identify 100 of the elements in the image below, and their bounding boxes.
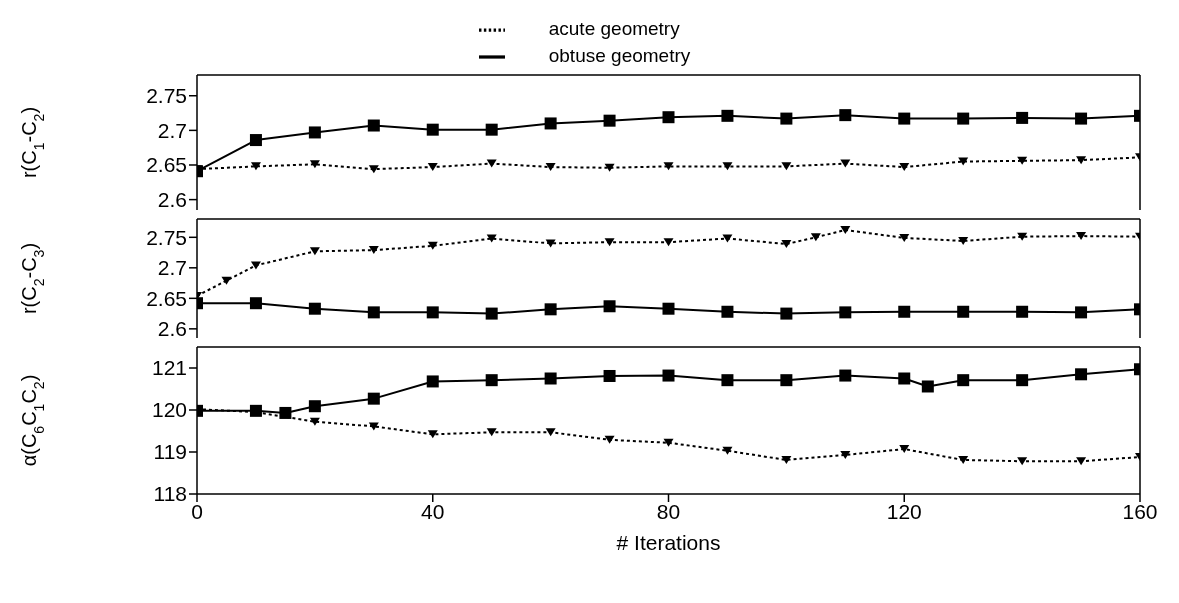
point [250, 261, 261, 270]
x-tick-label: 160 [1122, 499, 1158, 523]
point [427, 241, 438, 250]
point [957, 305, 970, 318]
y-tick-label: 2.65 [146, 286, 187, 310]
point [662, 302, 675, 315]
point [485, 123, 498, 136]
point [958, 455, 969, 464]
point [781, 240, 792, 249]
point [1075, 112, 1088, 125]
point [603, 114, 616, 127]
point [1075, 306, 1088, 319]
point [545, 163, 556, 172]
point [485, 374, 498, 387]
point [1076, 232, 1087, 241]
point [662, 111, 675, 124]
point [780, 112, 793, 125]
point [721, 374, 734, 387]
point [367, 306, 380, 319]
y-tick-label: 2.65 [146, 153, 187, 177]
point [810, 233, 821, 242]
point [721, 109, 734, 122]
point [308, 302, 321, 315]
point [898, 372, 911, 385]
point [309, 160, 320, 169]
x-tick-label: 120 [886, 499, 922, 523]
point [957, 112, 970, 125]
point [840, 450, 851, 459]
point [545, 239, 556, 248]
point [899, 163, 910, 172]
point [722, 446, 733, 455]
y-tick-label: 119 [153, 440, 187, 464]
point [367, 392, 380, 405]
point [544, 303, 557, 316]
y-tick-label: 2.7 [157, 256, 187, 280]
point [368, 422, 379, 431]
point [544, 117, 557, 130]
point [663, 438, 674, 447]
point [1076, 156, 1087, 165]
point [662, 369, 675, 382]
y-tick-label: 2.7 [157, 118, 187, 142]
point [1076, 457, 1087, 466]
y-tick-label: 2.6 [157, 317, 187, 341]
point [722, 162, 733, 171]
point [1017, 457, 1028, 466]
y-tick-label: 2.6 [157, 188, 187, 212]
point [1017, 232, 1028, 241]
x-tick-label: 0 [191, 499, 203, 523]
point [1017, 156, 1028, 165]
point [898, 112, 911, 125]
point [308, 400, 321, 413]
point [250, 162, 261, 171]
point [427, 430, 438, 439]
y-tick-label: 2.75 [146, 225, 187, 249]
x-tick-label: 40 [421, 499, 445, 523]
y-tick-label: 121 [151, 356, 187, 380]
point [426, 306, 439, 319]
point [899, 445, 910, 454]
point [1016, 374, 1029, 387]
point [899, 233, 910, 242]
point [781, 162, 792, 171]
point [427, 163, 438, 172]
point [249, 134, 262, 147]
point [485, 307, 498, 320]
point [603, 300, 616, 313]
point [545, 428, 556, 437]
point [604, 238, 615, 247]
point [221, 276, 232, 285]
legend-label: obtuse geometry [548, 44, 691, 66]
point [663, 162, 674, 171]
point [309, 247, 320, 256]
point [1016, 111, 1029, 124]
point [839, 109, 852, 122]
point [921, 380, 934, 393]
y-tick-label: 118 [153, 482, 187, 506]
x-axis-title: # Iterations [616, 531, 721, 554]
point [308, 126, 321, 139]
point [603, 369, 616, 382]
point [309, 417, 320, 426]
point [486, 428, 497, 437]
point [839, 306, 852, 319]
point [957, 374, 970, 387]
legend-label: acute geometry [548, 18, 680, 39]
point [1075, 368, 1088, 381]
y-tick-label: 2.75 [146, 84, 187, 108]
point [840, 225, 851, 234]
point [958, 236, 969, 245]
point [279, 406, 292, 419]
point [604, 435, 615, 444]
point [663, 238, 674, 247]
point [1016, 305, 1029, 318]
point [426, 375, 439, 388]
point [721, 305, 734, 318]
point [898, 305, 911, 318]
point [367, 119, 380, 132]
point [781, 455, 792, 464]
point [604, 163, 615, 172]
point [368, 165, 379, 174]
y-tick-label: 120 [151, 398, 187, 422]
point [780, 374, 793, 387]
